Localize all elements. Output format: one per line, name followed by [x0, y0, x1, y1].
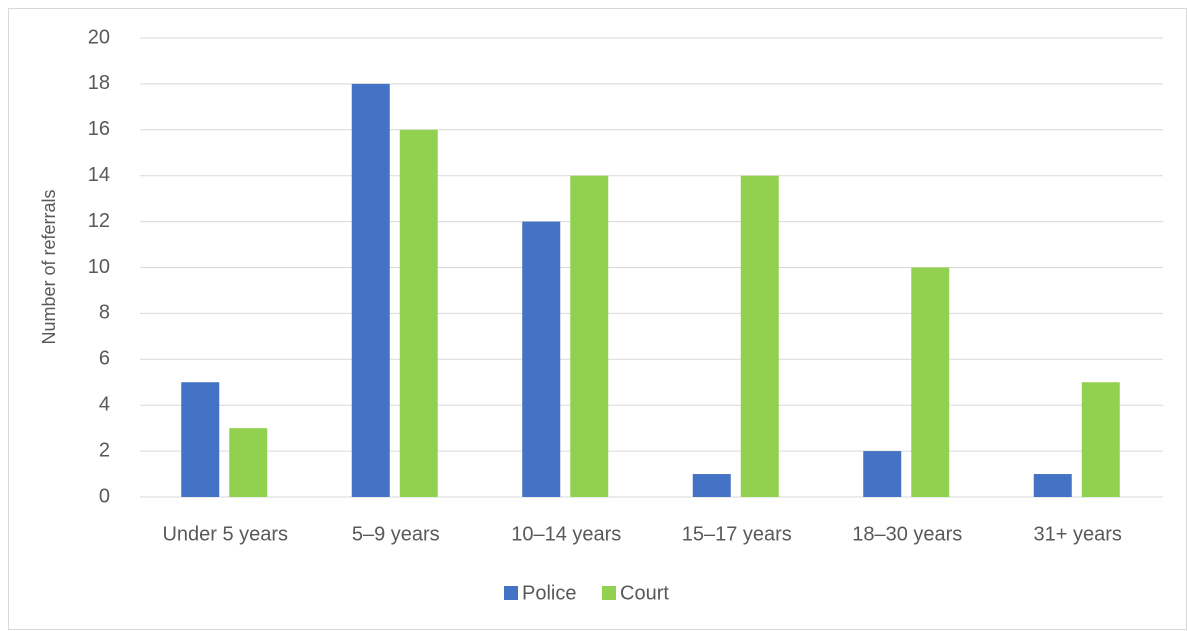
y-tick-label: 14: [88, 164, 110, 186]
legend-swatch: [504, 586, 518, 600]
y-tick-label: 16: [88, 118, 110, 140]
y-tick-label: 0: [99, 485, 110, 507]
legend-swatch: [602, 586, 616, 600]
y-tick-label: 6: [99, 348, 110, 370]
bar: [1081, 382, 1120, 497]
x-tick-label: 5–9 years: [352, 523, 440, 545]
x-tick-label: 15–17 years: [682, 523, 792, 545]
bar: [522, 221, 561, 497]
bar: [911, 267, 950, 497]
bar: [351, 83, 390, 498]
x-tick-label: Under 5 years: [162, 523, 288, 545]
y-tick-label: 18: [88, 72, 110, 94]
y-tick-label: 12: [88, 210, 110, 232]
bar: [740, 175, 779, 497]
x-tick-label: 31+ years: [1034, 523, 1122, 545]
bar: [1033, 474, 1072, 497]
bar: [399, 129, 438, 498]
y-tick-label: 4: [99, 393, 110, 415]
legend-label: Police: [522, 582, 576, 604]
y-tick-label: 20: [88, 26, 110, 48]
bar: [570, 175, 609, 497]
bar: [863, 451, 902, 497]
bar: [692, 474, 731, 497]
y-axis-label: Number of referrals: [39, 189, 59, 344]
x-tick-label: 18–30 years: [852, 523, 962, 545]
bar: [181, 382, 220, 497]
bar: [229, 428, 268, 497]
y-tick-label: 2: [99, 439, 110, 461]
legend-label: Court: [620, 582, 669, 604]
y-tick-label: 10: [88, 256, 110, 278]
chart-border: [8, 8, 1187, 630]
x-tick-label: 10–14 years: [511, 523, 621, 545]
y-tick-label: 8: [99, 302, 110, 324]
